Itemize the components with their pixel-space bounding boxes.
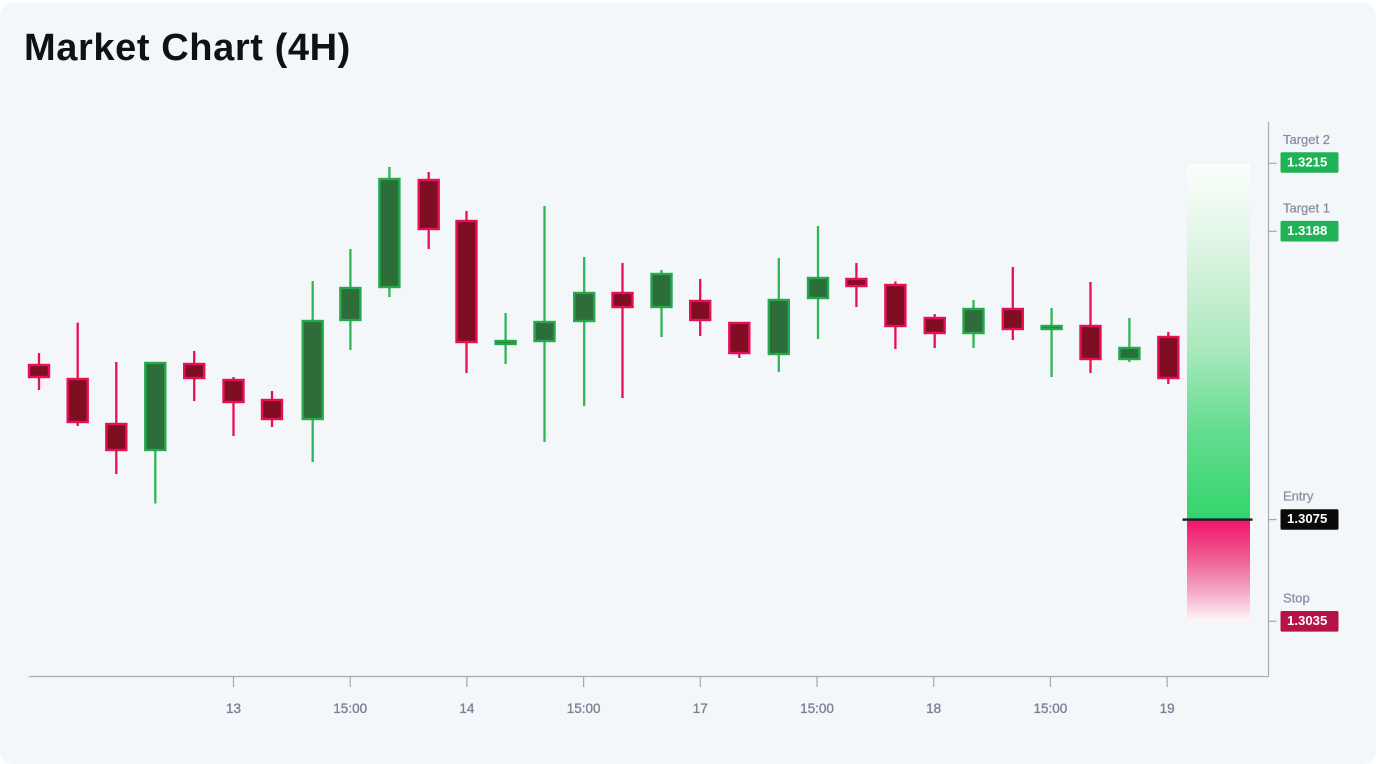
svg-text:19: 19 (1160, 701, 1175, 716)
svg-text:14: 14 (459, 701, 475, 716)
svg-text:1.3035: 1.3035 (1287, 613, 1327, 628)
svg-text:1.3215: 1.3215 (1287, 154, 1327, 169)
svg-text:1.3075: 1.3075 (1287, 511, 1327, 526)
svg-text:Stop: Stop (1283, 591, 1310, 606)
svg-text:Entry: Entry (1283, 489, 1314, 504)
svg-text:Target 1: Target 1 (1283, 201, 1330, 216)
svg-text:18: 18 (926, 701, 941, 716)
svg-text:13: 13 (226, 701, 241, 716)
svg-text:15:00: 15:00 (1034, 701, 1068, 716)
svg-text:17: 17 (693, 701, 708, 716)
svg-text:Target 2: Target 2 (1283, 132, 1330, 147)
svg-text:15:00: 15:00 (567, 701, 601, 716)
svg-text:15:00: 15:00 (800, 701, 834, 716)
svg-text:1.3188: 1.3188 (1287, 223, 1327, 238)
svg-text:15:00: 15:00 (333, 701, 367, 716)
